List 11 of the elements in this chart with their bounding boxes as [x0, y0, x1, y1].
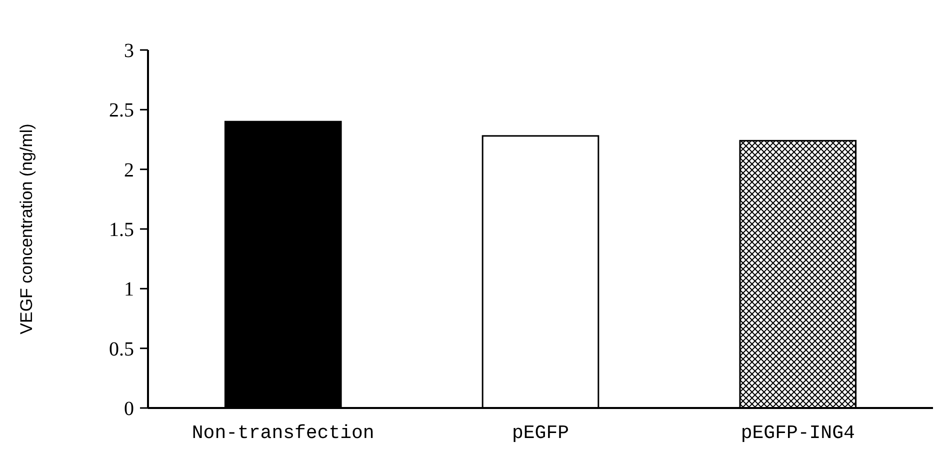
y-axis-title: VEGF concentration (ng/ml): [17, 124, 36, 334]
x-tick-label: pEGFP-ING4: [740, 422, 855, 444]
x-tick-label: pEGFP: [512, 422, 570, 444]
y-tick-label: 3: [124, 40, 134, 62]
y-tick-label: 0: [124, 398, 134, 420]
y-tick-label: 2.5: [109, 100, 134, 122]
y-tick-label: 1.5: [109, 219, 134, 241]
y-tick-label: 2: [124, 159, 134, 182]
y-tick-label: 1: [124, 278, 134, 301]
y-tick-label: 0.5: [109, 338, 134, 360]
x-tick-label: Non-transfection: [192, 422, 374, 444]
